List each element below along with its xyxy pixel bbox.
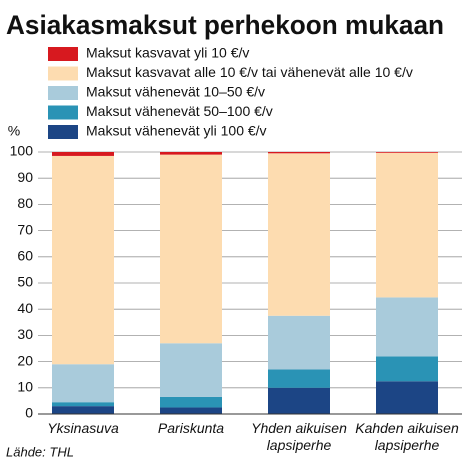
- bar-segment: [376, 297, 438, 357]
- y-tick-label: 60: [17, 248, 33, 264]
- x-tick-label: Pariskunta: [157, 420, 225, 436]
- chart-title: Asiakasmaksut perhekoon mukaan: [6, 10, 444, 40]
- bar-segment: [268, 315, 330, 370]
- legend-swatch: [48, 86, 78, 100]
- legend-label: Maksut vähenevät 10–50 €/v: [86, 84, 265, 100]
- x-tick-label: Yhden aikuisen lapsiperhe: [251, 420, 347, 453]
- legend-swatch: [48, 47, 78, 61]
- y-axis-label: %: [8, 123, 20, 139]
- legend-label: Maksut vähenevät yli 100 €/v: [86, 123, 267, 139]
- bar-segment: [160, 396, 222, 408]
- y-tick-label: 100: [10, 143, 34, 159]
- y-tick-label: 0: [25, 405, 33, 421]
- bar-segment: [160, 343, 222, 397]
- y-tick-label: 10: [17, 379, 33, 395]
- bar-segment: [268, 152, 330, 154]
- y-tick-label: 50: [17, 274, 33, 290]
- y-tick-label: 70: [17, 221, 33, 237]
- bar-segment: [376, 152, 438, 153]
- bar-segment: [376, 356, 438, 382]
- bar-segment: [52, 155, 114, 365]
- bar-segment: [52, 152, 114, 156]
- y-tick-label: 40: [17, 300, 33, 316]
- y-tick-label: 30: [17, 326, 33, 342]
- x-tick-label: Kahden aikuisen lapsiperhe: [355, 420, 459, 453]
- bar-segment: [268, 387, 330, 414]
- legend-label: Maksut vähenevät 50–100 €/v: [86, 103, 273, 119]
- y-tick-label: 80: [17, 195, 33, 211]
- bar-segment: [160, 152, 222, 155]
- bar-segment: [160, 407, 222, 414]
- legend-swatch: [48, 66, 78, 81]
- bar-segment: [376, 152, 438, 298]
- bar-segment: [52, 402, 114, 407]
- y-tick-label: 90: [17, 169, 33, 185]
- source: Lähde: THL: [6, 444, 74, 459]
- x-tick-label: Yksinasuva: [47, 420, 119, 436]
- bar-segment: [52, 406, 114, 414]
- legend-label: Maksut kasvavat yli 10 €/v: [86, 45, 249, 61]
- legend-swatch: [48, 105, 78, 120]
- bar-segment: [268, 153, 330, 316]
- bar-segment: [160, 154, 222, 344]
- bar-segment: [268, 369, 330, 388]
- bar-segment: [52, 364, 114, 403]
- legend-swatch: [48, 125, 78, 139]
- bar-segment: [376, 381, 438, 414]
- y-tick-label: 20: [17, 352, 33, 368]
- legend-label: Maksut kasvavat alle 10 €/v tai vähenevä…: [86, 64, 413, 80]
